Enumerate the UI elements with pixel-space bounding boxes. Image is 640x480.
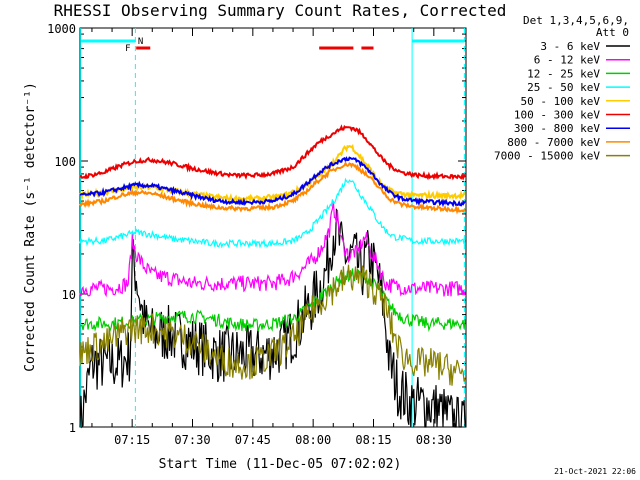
- series-line: [79, 201, 466, 298]
- y-tick-label: 1000: [47, 22, 76, 36]
- legend-label: 800 - 7000 keV: [507, 136, 600, 149]
- axis-ticks: 1 10 100 1000 07:15 07:30 07:45 08:00 08:15 08:30: [47, 22, 466, 447]
- y-axis-label: Corrected Count Rate (s⁻¹ detector⁻¹): [23, 82, 38, 372]
- series-line: [79, 264, 466, 386]
- flag-n: N: [138, 37, 143, 47]
- legend-label: 6 - 12 keV: [534, 54, 601, 67]
- y-tick-label: 100: [54, 155, 76, 169]
- x-tick-label: 07:45: [235, 433, 271, 447]
- legend-label: 3 - 6 keV: [540, 40, 600, 53]
- plot-overlays: FN: [80, 28, 465, 427]
- series-line: [79, 177, 466, 249]
- legend-label: 50 - 100 keV: [521, 95, 601, 108]
- series-line: [79, 124, 466, 181]
- legend-label: 300 - 800 keV: [514, 122, 600, 135]
- legend-label: 12 - 25 keV: [527, 67, 600, 80]
- legend-label: 25 - 50 keV: [527, 81, 600, 94]
- series-line: [79, 160, 466, 215]
- series-lines: [79, 124, 466, 429]
- x-tick-label: 07:15: [114, 433, 150, 447]
- y-tick-label: 1: [69, 421, 76, 435]
- series-line: [79, 208, 466, 429]
- x-axis-label: Start Time (11-Dec-05 07:02:02): [159, 457, 402, 472]
- legend-detector-line: Det 1,3,4,5,6,9,: [523, 14, 629, 27]
- series-line: [79, 156, 466, 208]
- footer-timestamp: 21-Oct-2021 22:06: [554, 467, 636, 476]
- chart-title: RHESSI Observing Summary Count Rates, Co…: [54, 1, 507, 20]
- legend-label: 100 - 300 keV: [514, 109, 600, 122]
- x-tick-label: 07:30: [174, 433, 210, 447]
- y-tick-label: 10: [62, 288, 76, 302]
- flag-f: F: [125, 44, 130, 54]
- legend-attenuator-line: Att 0: [596, 26, 629, 39]
- x-tick-label: 08:30: [416, 433, 452, 447]
- x-tick-label: 08:15: [355, 433, 391, 447]
- x-tick-label: 08:00: [295, 433, 331, 447]
- legend-label: 7000 - 15000 keV: [494, 150, 600, 163]
